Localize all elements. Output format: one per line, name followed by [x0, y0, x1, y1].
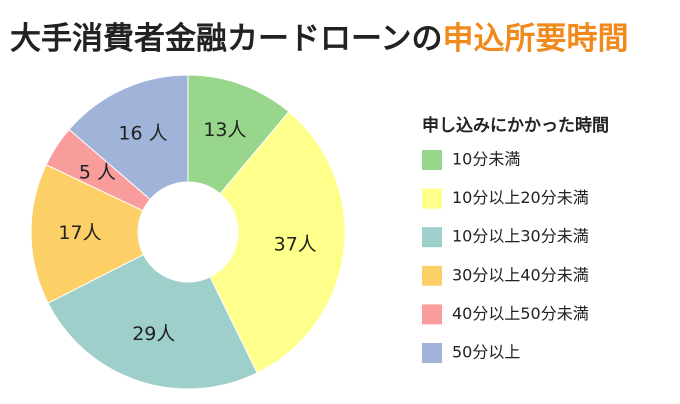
legend-title: 申し込みにかかった時間 — [422, 115, 609, 136]
legend-swatch — [422, 188, 442, 209]
value-label: 13人 — [203, 119, 246, 141]
title-main: 大手消費者金融カードローンの — [10, 21, 442, 57]
legend-label: 10分以上20分未満 — [452, 188, 589, 207]
title-highlight: 申込所要時間 — [442, 21, 628, 57]
donut-slice — [209, 111, 346, 374]
chart-title: 大手消費者金融カードローンの申込所要時間 — [10, 21, 628, 57]
donut-slice — [68, 74, 189, 201]
legend-label: 30分以上40分未満 — [452, 265, 589, 284]
value-label: 37人 — [274, 234, 317, 256]
legend-swatch — [422, 265, 442, 286]
legend-label: 40分以上50分未満 — [452, 304, 589, 323]
value-label: 5 人 — [79, 162, 116, 184]
legend-swatch — [422, 304, 442, 325]
donut-slice — [187, 74, 290, 195]
donut-slice — [47, 253, 258, 390]
legend-swatch — [422, 150, 442, 170]
legend-label: 50分以上 — [452, 343, 520, 362]
value-label: 17人 — [58, 222, 101, 244]
legend-label: 10分未満 — [452, 150, 520, 169]
legend-swatch — [422, 343, 442, 363]
donut-slice — [30, 164, 145, 304]
value-label: 16 人 — [118, 122, 167, 144]
legend-label: 10分以上30分未満 — [452, 227, 589, 246]
value-label: 29人 — [132, 323, 175, 345]
legend-swatch — [422, 227, 442, 248]
